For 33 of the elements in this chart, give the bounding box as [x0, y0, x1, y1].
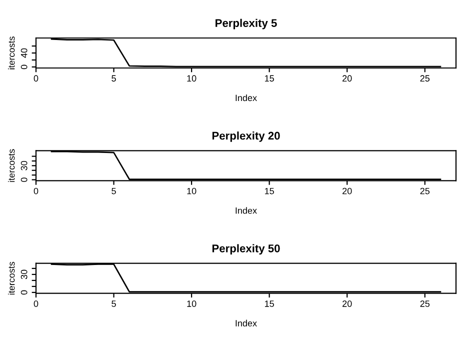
- x-tick-label: 0: [34, 300, 38, 307]
- x-tick-label: 15: [265, 188, 274, 194]
- x-tick-label: 15: [265, 300, 274, 307]
- x-tick-label: 10: [187, 188, 196, 194]
- y-axis-title: itercosts: [8, 149, 15, 182]
- x-tick-label: 10: [187, 75, 196, 82]
- x-tick-label: 25: [420, 188, 430, 194]
- x-axis-title: Index: [236, 94, 257, 102]
- x-axis-title: Index: [236, 207, 257, 214]
- x-tick-label: 15: [265, 75, 274, 82]
- y-axis-title: itercosts: [8, 262, 15, 295]
- x-tick-label: 20: [342, 75, 352, 82]
- x-tick-label: 5: [112, 188, 116, 194]
- y-tick-label: 0: [20, 178, 28, 182]
- y-tick-label: 40: [20, 48, 28, 58]
- y-tick-label: 30: [20, 161, 28, 170]
- x-tick-label: 10: [187, 300, 196, 307]
- x-tick-label: 25: [420, 300, 430, 307]
- y-axis-title: itercosts: [8, 36, 15, 70]
- y-tick-label: 30: [20, 270, 28, 280]
- x-tick-label: 20: [342, 188, 352, 194]
- y-tick-label: 0: [20, 290, 28, 295]
- x-tick-label: 5: [112, 75, 116, 82]
- x-tick-label: 20: [342, 300, 352, 307]
- chart-title: Perplexity 50: [212, 244, 280, 255]
- chart-title: Perplexity 20: [212, 132, 280, 142]
- x-tick-label: 0: [34, 188, 38, 194]
- chart-title: Perplexity 5: [216, 18, 277, 30]
- x-tick-label: 5: [112, 300, 116, 307]
- y-tick-label: 0: [20, 64, 28, 70]
- x-tick-label: 25: [420, 75, 430, 82]
- x-axis-title: Index: [236, 320, 257, 326]
- x-tick-label: 0: [34, 75, 38, 82]
